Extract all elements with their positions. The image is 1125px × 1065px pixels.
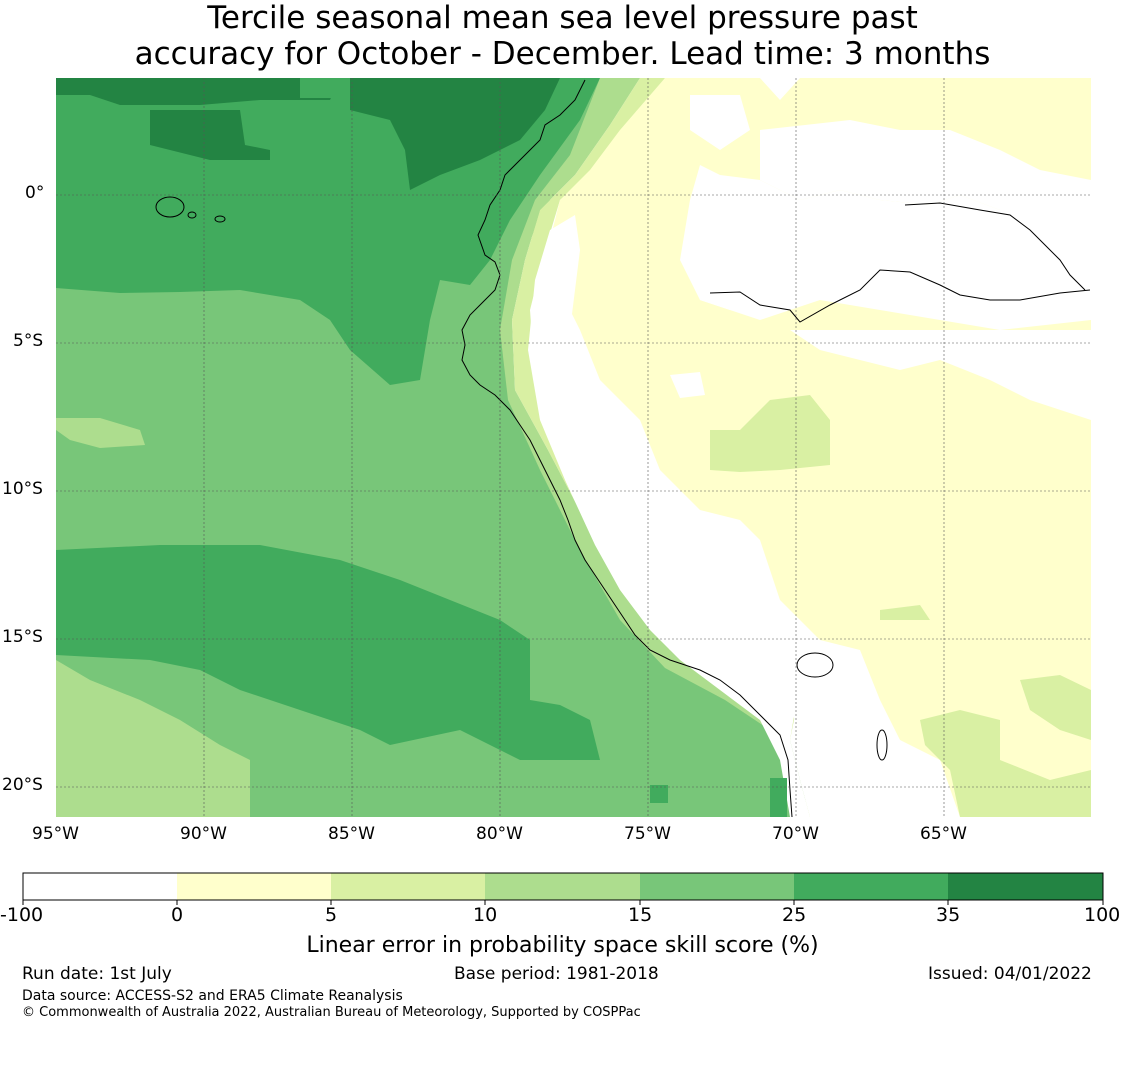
lat-label-20s: 20°S (2, 775, 43, 795)
lon-label-70w: 70°W (772, 824, 819, 844)
colorbar-seg-neg100-0 (23, 873, 177, 900)
colorbar-label-100: 100 (1084, 904, 1121, 926)
region-skill-neg-white-a (690, 95, 750, 150)
region-skill-neg-white-b (790, 330, 1091, 420)
colorbar-label-35: 35 (936, 904, 961, 926)
region-skill-5-10-blob-b (1020, 675, 1091, 740)
title-line-1: Tercile seasonal mean sea level pressure… (207, 0, 918, 36)
copyright: © Commonwealth of Australia 2022, Austra… (22, 1005, 641, 1020)
lat-label-15s: 15°S (2, 627, 43, 647)
lake-south (876, 729, 888, 761)
galapagos-island-a (155, 196, 185, 218)
region-skill-neg-white-e (528, 215, 810, 817)
base-period: Base period: 1981-2018 (454, 964, 659, 984)
data-source: Data source: ACCESS-S2 and ERA5 Climate … (22, 988, 403, 1004)
lon-label-80w: 80°W (476, 824, 523, 844)
colorbar-seg-35-100 (948, 873, 1103, 900)
colorbar-seg-5-10 (331, 873, 485, 900)
region-skill-neg-white-g (670, 372, 705, 398)
region-skill-10-15-west (56, 418, 145, 448)
run-date: Run date: 1st July (22, 964, 172, 984)
coastline (461, 79, 793, 818)
river-north (904, 202, 1086, 291)
colorbar-label-0: 0 (171, 904, 184, 926)
colorbar-seg-25-35 (794, 873, 948, 900)
region-skill-25-35-patch-s2 (770, 778, 787, 817)
galapagos-island-b (187, 211, 197, 219)
lat-label-10s: 10°S (2, 479, 43, 499)
colorbar-seg-10-15 (485, 873, 640, 900)
colorbar (22, 872, 1104, 905)
colorbar-label-5: 5 (325, 904, 338, 926)
colorbar-label-10: 10 (473, 904, 498, 926)
region-skill-35-100-b (150, 110, 270, 160)
region-skill-35-100-d (90, 78, 340, 105)
region-skill-25-35-patch-w (300, 78, 350, 98)
colorbar-label-neg100: -100 (0, 904, 44, 926)
lon-label-95w: 95°W (32, 824, 79, 844)
lon-label-75w: 75°W (624, 824, 671, 844)
map-title: Tercile seasonal mean sea level pressure… (0, 0, 1125, 72)
lon-label-65w: 65°W (920, 824, 967, 844)
graticule (56, 78, 1091, 817)
galapagos-island-c (214, 215, 226, 223)
skill-map (56, 78, 1091, 818)
lon-label-85w: 85°W (328, 824, 375, 844)
region-skill-25-35-south (56, 545, 600, 760)
region-skill-35-100-c (350, 78, 560, 190)
colorbar-seg-0-5 (177, 873, 331, 900)
region-skill-5-10-blob-c (920, 710, 1091, 817)
colorbar-frame (22, 872, 1104, 901)
issued-date: Issued: 04/01/2022 (928, 964, 1092, 984)
region-skill-5-10-blob-a (710, 395, 830, 472)
region-skill-25-35-patch-c (320, 213, 345, 225)
lat-label-0: 0° (25, 183, 45, 203)
region-skill-10-15-southwest (56, 660, 250, 817)
colorbar-title: Linear error in probability space skill … (306, 933, 819, 958)
lake-titicaca (796, 652, 834, 678)
colorbar-label-25: 25 (782, 904, 807, 926)
lat-label-5s: 5°S (13, 331, 44, 351)
region-skill-5-10-blob-d (880, 605, 930, 620)
region-skill-neg-white-d (760, 120, 1091, 240)
title-line-2: accuracy for October - December. Lead ti… (134, 36, 991, 72)
colorbar-label-15: 15 (628, 904, 653, 926)
river-middle (709, 269, 1091, 323)
lon-label-90w: 90°W (180, 824, 227, 844)
colorbar-seg-15-25 (640, 873, 794, 900)
region-skill-25-35-patch-s (650, 785, 668, 803)
region-skill-neg-white-f (780, 640, 940, 817)
